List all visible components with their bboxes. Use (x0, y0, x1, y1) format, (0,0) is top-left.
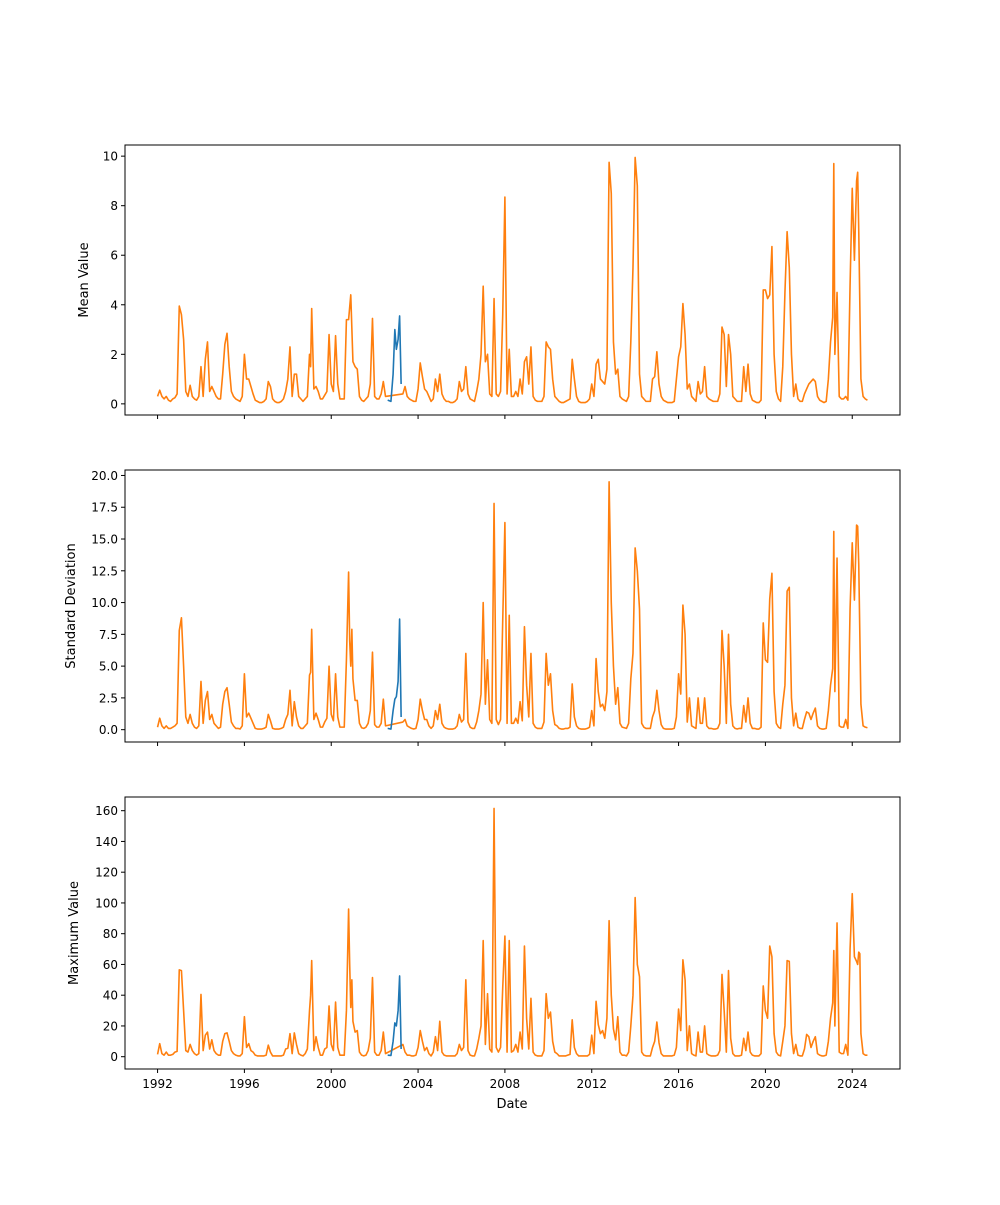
x-tick-label: 2012 (576, 1077, 607, 1091)
y-tick-label: 10 (103, 150, 118, 164)
panel-mean-value-y-axis-label: Mean Value (77, 242, 92, 317)
panel-standard-deviation: 0.0 2.5 5.0 7.5 10.0 12.5 15.0 17.5 20.0 Standar… (64, 469, 901, 746)
y-tick-label: 80 (103, 927, 118, 941)
y-tick-label: 60 (103, 958, 118, 972)
y-tick-label: 120 (95, 866, 118, 880)
x-tick-label: 2008 (490, 1077, 521, 1091)
y-tick-label: 12.5 (91, 564, 118, 578)
panel-standard-deviation-x-axis (157, 742, 853, 746)
x-tick-label: 2004 (403, 1077, 434, 1091)
panel-maximum-value: 0 20 40 60 80 100 120 140 160 1992 1996 2000 2004 20… (67, 796, 901, 1091)
y-tick-label: 0 (110, 1050, 118, 1064)
panel-maximum-value-plot-area (156, 807, 868, 1057)
y-tick-label: 8 (110, 199, 118, 213)
panel-maximum-value-series-a-line (387, 975, 402, 1057)
panel-mean-value-x-axis (157, 415, 853, 419)
panel-maximum-value-x-axis: 1992 1996 2000 2004 2008 2012 2016 2020 2024 (142, 1069, 868, 1091)
y-tick-label: 2 (110, 348, 118, 362)
panel-mean-value: 0 2 4 6 8 10 Mean Value (77, 144, 901, 419)
x-tick-label: 1996 (229, 1077, 260, 1091)
panel-standard-deviation-series-a-line (387, 618, 402, 730)
panel-standard-deviation-y-axis-label: Standard Deviation (64, 543, 79, 668)
panel-mean-value-plot-area (156, 156, 868, 404)
panel-standard-deviation-series-b-line (156, 481, 868, 730)
y-tick-label: 10.0 (91, 596, 118, 610)
x-tick-label: 2020 (750, 1077, 781, 1091)
panel-standard-deviation-y-axis: 0.0 2.5 5.0 7.5 10.0 12.5 15.0 17.5 20.0 (91, 469, 125, 737)
y-tick-label: 17.5 (91, 501, 118, 515)
x-axis-label: Date (496, 1097, 527, 1112)
y-tick-label: 160 (95, 804, 118, 818)
panel-mean-value-frame (124, 144, 901, 416)
y-tick-label: 6 (110, 249, 118, 263)
y-tick-label: 2.5 (99, 691, 118, 705)
panel-standard-deviation-frame (124, 469, 901, 743)
y-tick-label: 7.5 (99, 628, 118, 642)
y-tick-label: 5.0 (99, 660, 118, 674)
panel-mean-value-series-b-line (156, 156, 868, 404)
panel-maximum-value-frame (124, 796, 901, 1070)
x-tick-label: 2024 (837, 1077, 868, 1091)
y-tick-label: 40 (103, 989, 118, 1003)
y-tick-label: 4 (110, 298, 118, 312)
y-tick-label: 0 (110, 397, 118, 411)
panel-standard-deviation-plot-area (156, 481, 868, 730)
x-tick-label: 2016 (663, 1077, 694, 1091)
panel-maximum-value-y-axis-label: Maximum Value (67, 881, 82, 985)
panel-maximum-value-y-axis: 0 20 40 60 80 100 120 140 160 (95, 804, 125, 1064)
y-tick-label: 0.0 (99, 723, 118, 737)
y-tick-label: 20 (103, 1019, 118, 1033)
y-tick-label: 15.0 (91, 533, 118, 547)
x-tick-label: 2000 (316, 1077, 347, 1091)
y-tick-label: 20.0 (91, 469, 118, 483)
panel-mean-value-y-axis: 0 2 4 6 8 10 (103, 150, 125, 411)
x-tick-label: 1992 (142, 1077, 173, 1091)
panel-maximum-value-series-b-line (156, 807, 868, 1057)
panel-mean-value-series-a-line (387, 315, 402, 403)
y-tick-label: 140 (95, 835, 118, 849)
y-tick-label: 100 (95, 896, 118, 910)
